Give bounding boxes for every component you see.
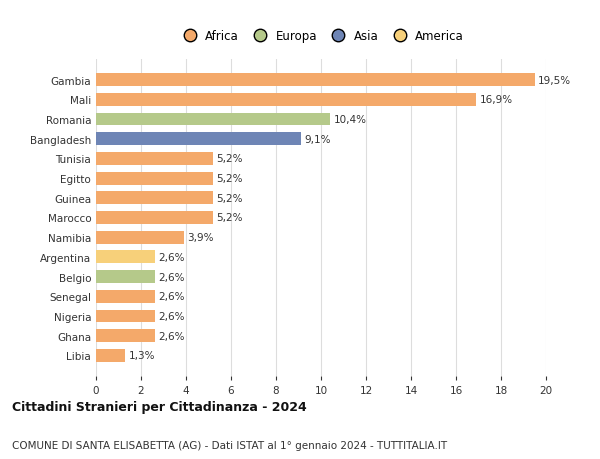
Text: 2,6%: 2,6%	[158, 272, 184, 282]
Text: 5,2%: 5,2%	[217, 174, 243, 184]
Legend: Africa, Europa, Asia, America: Africa, Europa, Asia, America	[176, 28, 466, 45]
Bar	[96, 290, 155, 303]
Text: 10,4%: 10,4%	[334, 115, 367, 125]
Text: 2,6%: 2,6%	[158, 291, 184, 302]
Text: 2,6%: 2,6%	[158, 311, 184, 321]
Text: 3,9%: 3,9%	[187, 233, 214, 243]
Bar	[96, 251, 155, 264]
Text: 2,6%: 2,6%	[158, 252, 184, 263]
Bar	[96, 330, 155, 342]
Bar	[96, 310, 155, 323]
Text: 1,3%: 1,3%	[128, 351, 155, 361]
Text: 19,5%: 19,5%	[538, 75, 571, 85]
Bar	[96, 153, 213, 165]
Text: 9,1%: 9,1%	[304, 134, 331, 145]
Bar	[96, 349, 125, 362]
Text: 5,2%: 5,2%	[217, 213, 243, 223]
Bar	[96, 192, 213, 205]
Bar	[96, 94, 476, 106]
Bar	[96, 212, 213, 224]
Bar	[96, 271, 155, 283]
Text: 5,2%: 5,2%	[217, 193, 243, 203]
Text: Cittadini Stranieri per Cittadinanza - 2024: Cittadini Stranieri per Cittadinanza - 2…	[12, 400, 307, 413]
Bar	[96, 231, 184, 244]
Bar	[96, 133, 301, 146]
Text: COMUNE DI SANTA ELISABETTA (AG) - Dati ISTAT al 1° gennaio 2024 - TUTTITALIA.IT: COMUNE DI SANTA ELISABETTA (AG) - Dati I…	[12, 440, 447, 450]
Text: 16,9%: 16,9%	[479, 95, 513, 105]
Bar	[96, 74, 535, 87]
Bar	[96, 113, 330, 126]
Text: 2,6%: 2,6%	[158, 331, 184, 341]
Text: 5,2%: 5,2%	[217, 154, 243, 164]
Bar	[96, 172, 213, 185]
